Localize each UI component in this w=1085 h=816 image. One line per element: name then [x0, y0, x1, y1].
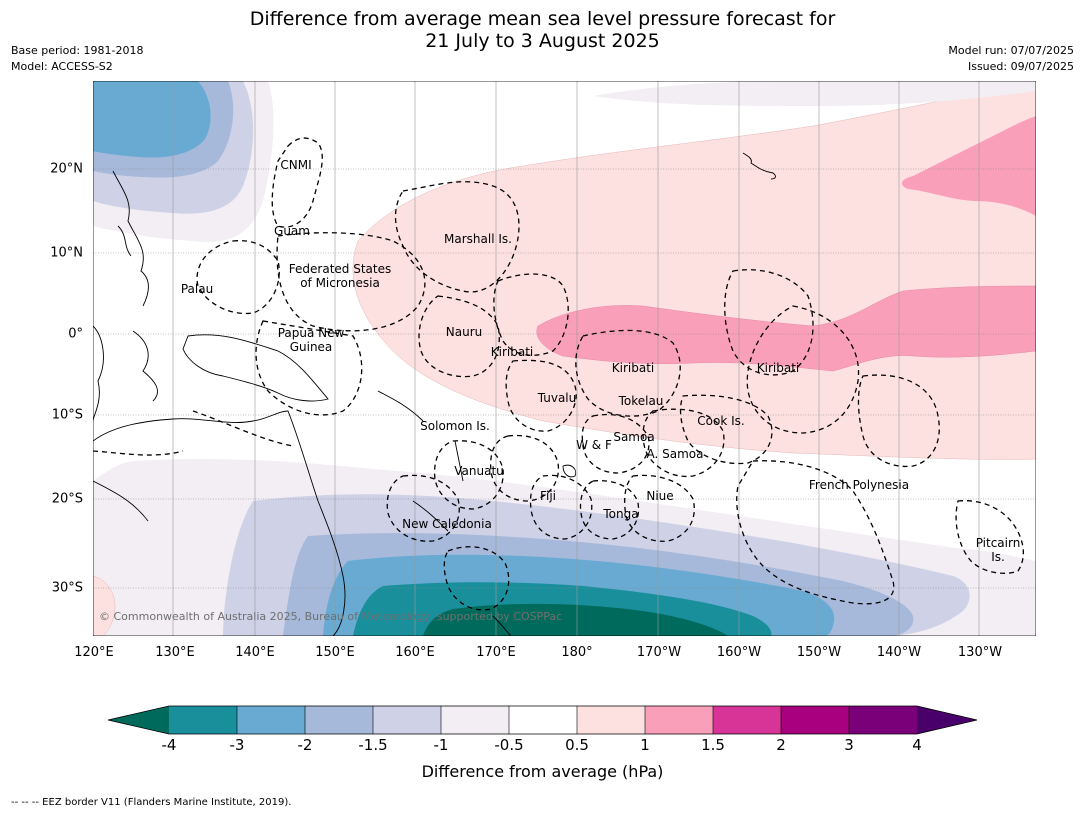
- colorbar-segment-p05-p1: [577, 706, 645, 734]
- colorbar-segment-p3-p4: [849, 706, 917, 734]
- lon-label-170w: 170°W: [636, 645, 682, 660]
- region-label-kiribati-east: Kiribati: [756, 361, 800, 375]
- colorbar-tick-m15: -1.5: [358, 736, 388, 754]
- lon-label-140w: 140°W: [876, 645, 922, 660]
- region-label-tonga: Tonga: [603, 507, 639, 521]
- positive-anomaly-southwest-corner: [93, 575, 116, 636]
- positive-anomaly-light-region: [352, 81, 1036, 460]
- region-label-french-polynesia: French Polynesia: [808, 478, 910, 492]
- colorbar-tick-p1: 1: [640, 736, 650, 754]
- colorbar-lower-extension: [108, 706, 169, 734]
- lon-label-180: 180°: [561, 645, 593, 660]
- colorbar-segment-m3-m2: [237, 706, 305, 734]
- region-label-cook-islands: Cook Is.: [697, 414, 745, 428]
- meta-right: Model run: 07/07/2025 Issued: 09/07/2025: [948, 43, 1074, 75]
- colorbar-tick-p05: 0.5: [565, 736, 589, 754]
- colorbar-segment-m2-m15: [305, 706, 373, 734]
- lat-label-20s: 20°S: [51, 491, 83, 507]
- colorbar-tick-m3: -3: [229, 736, 245, 754]
- region-label-palau: Palau: [180, 282, 214, 296]
- region-label-micronesia: Federated States of Micronesia: [288, 262, 392, 290]
- lat-label-10s: 10°S: [51, 407, 83, 423]
- lon-label-150e: 150°E: [315, 645, 355, 660]
- negative-anomaly-south-core: [423, 603, 728, 636]
- region-label-samoa: Samoa: [613, 430, 655, 444]
- region-label-papua-new-guinea: Papua New Guinea: [277, 326, 345, 354]
- colorbar-segment-p1-p15: [645, 706, 713, 734]
- colorbar-segment-m4-m3: [169, 706, 237, 734]
- meridians: [172, 81, 980, 636]
- positive-anomaly-northeast-region: [901, 116, 1036, 216]
- title-line-1: Difference from average mean sea level p…: [249, 8, 836, 30]
- lat-label-30s: 30°S: [51, 580, 83, 596]
- colorbar-tick-m4: -4: [161, 736, 177, 754]
- negative-faint-north-region: [593, 81, 1036, 106]
- region-label-niue: Niue: [646, 489, 674, 503]
- lon-label-130w: 130°W: [957, 645, 1003, 660]
- colorbar-tick-m05: -0.5: [494, 736, 524, 754]
- colorbar-segment-m15-m1: [373, 706, 441, 734]
- pressure-anomaly-map: [93, 81, 1036, 636]
- colorbar-segment-p15-p2: [713, 706, 781, 734]
- base-period-text: Base period: 1981-2018: [11, 44, 144, 57]
- lon-label-120e: 120°E: [74, 645, 114, 660]
- colorbar-segment-m1-m05: [441, 706, 509, 734]
- colorbar-tick-p4: 4: [912, 736, 922, 754]
- lat-label-20n: 20°N: [50, 161, 83, 177]
- title-line-2: 21 July to 3 August 2025: [425, 30, 660, 52]
- lon-label-140e: 140°E: [235, 645, 275, 660]
- coastlines: [93, 152, 776, 636]
- lon-label-170e: 170°E: [476, 645, 516, 660]
- lon-label-150w: 150°W: [796, 645, 842, 660]
- colorbar-tick-m2: -2: [297, 736, 313, 754]
- colorbar-label: Difference from average (hPa): [421, 762, 664, 781]
- lon-label-130e: 130°E: [155, 645, 195, 660]
- colorbar-tick-p2: 2: [776, 736, 786, 754]
- region-label-kiribati-central: Kiribati: [611, 361, 655, 375]
- gridlines: [93, 168, 1036, 589]
- region-label-cnmi: CNMI: [280, 158, 312, 172]
- meta-left: Base period: 1981-2018 Model: ACCESS-S2: [11, 43, 143, 75]
- issued-text: Issued: 09/07/2025: [967, 60, 1074, 73]
- lat-label-equator: 0°: [68, 326, 83, 342]
- copyright-text: © Commonwealth of Australia 2025, Bureau…: [99, 610, 563, 623]
- region-label-nauru: Nauru: [445, 325, 483, 339]
- region-label-tokelau: Tokelau: [618, 394, 664, 408]
- map-title: Difference from average mean sea level p…: [0, 8, 1085, 52]
- eez-border-note: -- -- -- EEZ border V11 (Flanders Marine…: [11, 797, 292, 808]
- region-label-pitcairn-islands: Pitcairn Is.: [975, 536, 1021, 564]
- region-label-solomon-islands: Solomon Is.: [420, 419, 490, 433]
- region-label-new-caledonia: New Caledonia: [402, 517, 492, 531]
- colorbar-tick-p3: 3: [844, 736, 854, 754]
- colorbar-upper-extension: [917, 706, 977, 734]
- region-label-vanuatu: Vanuatu: [454, 464, 504, 478]
- eez-borders: [93, 137, 1024, 611]
- colorbar-tick-m1: -1: [433, 736, 449, 754]
- colorbar-segment-m05-p05: [509, 706, 577, 734]
- region-label-marshall-islands: Marshall Is.: [444, 232, 512, 246]
- lat-label-10n: 10°N: [50, 245, 83, 261]
- lon-label-160e: 160°E: [395, 645, 435, 660]
- model-run-text: Model run: 07/07/2025: [948, 44, 1074, 57]
- region-label-fiji: Fiji: [539, 489, 557, 503]
- region-label-wallis-futuna: W & F: [576, 438, 612, 452]
- region-label-tuvalu: Tuvalu: [537, 391, 577, 405]
- model-text: Model: ACCESS-S2: [11, 60, 113, 73]
- region-label-american-samoa: A. Samoa: [646, 447, 704, 461]
- positive-anomaly-equatorial-region: [536, 285, 1036, 372]
- colorbar-outline: [107, 705, 978, 735]
- region-label-guam: Guam: [274, 224, 310, 238]
- colorbar-tick-p15: 1.5: [701, 736, 725, 754]
- negative-anomaly-northwest-core: [93, 81, 211, 158]
- colorbar-dividers: [236, 706, 850, 734]
- colorbar-segment-p2-p3: [781, 706, 849, 734]
- lon-label-160w: 160°W: [716, 645, 762, 660]
- region-label-kiribati-west: Kiribati: [490, 345, 534, 359]
